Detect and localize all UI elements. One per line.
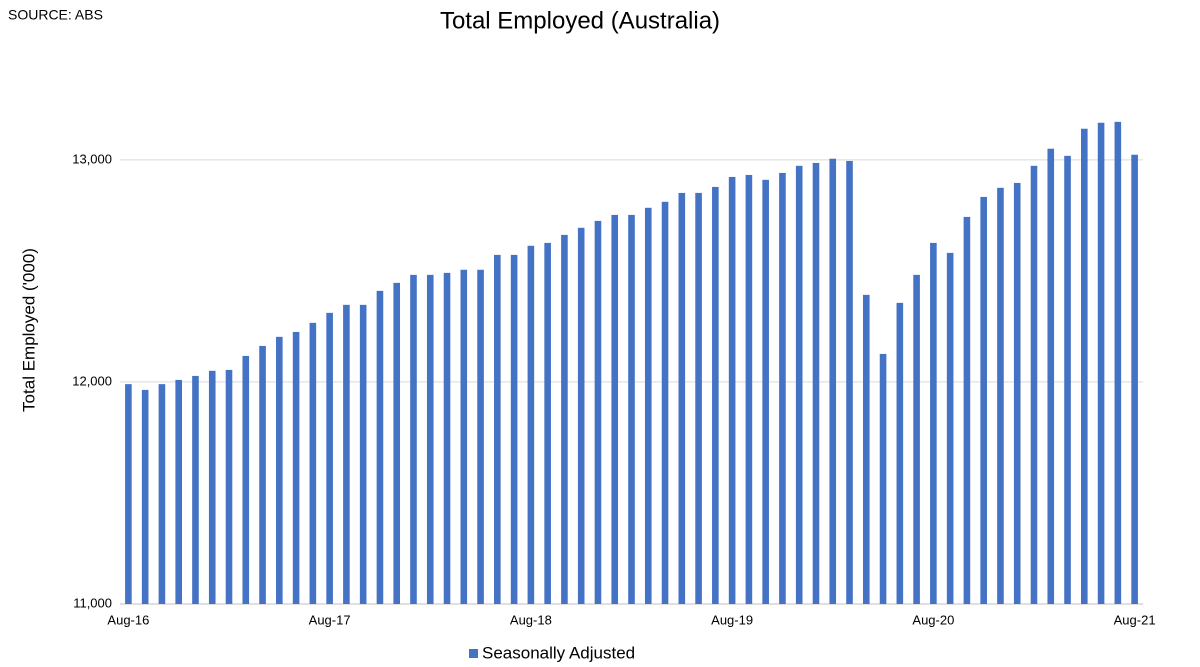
bar — [1131, 154, 1138, 605]
bar — [946, 252, 954, 605]
bar — [594, 220, 602, 604]
bar — [309, 322, 317, 604]
bar — [225, 369, 233, 604]
bar — [829, 158, 837, 605]
bar — [1081, 128, 1088, 604]
bar — [410, 274, 417, 604]
bar — [259, 345, 266, 604]
bar — [1030, 165, 1038, 604]
bar — [494, 254, 501, 604]
bar — [477, 269, 484, 604]
bar — [460, 269, 468, 604]
bar — [795, 165, 803, 604]
y-tick-label: 11,000 — [73, 595, 112, 610]
bar — [930, 242, 937, 604]
bar — [208, 370, 216, 604]
bar — [879, 353, 887, 604]
bar — [242, 355, 250, 604]
bar — [527, 245, 535, 604]
bar — [997, 187, 1004, 604]
bar — [443, 272, 451, 604]
bar — [141, 389, 149, 604]
y-tick-label: 13,000 — [72, 151, 112, 166]
bar — [1114, 121, 1122, 604]
bar — [963, 216, 971, 604]
bar — [628, 214, 635, 604]
bar — [125, 384, 132, 604]
bar — [1064, 155, 1071, 605]
bar — [393, 282, 401, 604]
bar — [510, 254, 518, 604]
bar — [292, 331, 300, 604]
bar — [762, 179, 769, 604]
bar — [276, 336, 283, 604]
legend-label: Seasonally Adjusted — [482, 643, 635, 662]
x-tick-label: Aug-16 — [107, 612, 149, 627]
x-tick-label: Aug-18 — [510, 612, 552, 627]
bar — [678, 192, 686, 604]
bar — [1097, 122, 1105, 604]
source-note: SOURCE: ABS — [8, 7, 103, 23]
bar — [611, 214, 619, 604]
bar — [343, 304, 350, 604]
bar — [175, 379, 182, 604]
bar — [661, 201, 669, 605]
y-axis-label: Total Employed ('000) — [19, 248, 38, 412]
bar — [544, 242, 551, 604]
bar — [426, 274, 434, 604]
bar — [577, 227, 585, 604]
bar — [1013, 182, 1021, 604]
bar — [1047, 148, 1055, 604]
bar — [846, 160, 853, 604]
bar — [158, 384, 166, 604]
bar — [644, 207, 652, 604]
bar — [561, 234, 568, 604]
bar — [779, 172, 786, 604]
x-tick-label: Aug-17 — [309, 612, 351, 627]
bar — [745, 174, 753, 604]
x-tick-label: Aug-19 — [711, 612, 753, 627]
legend-swatch — [469, 649, 478, 658]
bar — [812, 162, 820, 604]
x-tick-label: Aug-20 — [912, 612, 954, 627]
bar — [695, 192, 702, 604]
y-tick-label: 12,000 — [72, 373, 112, 388]
bar — [712, 186, 719, 605]
bar — [862, 294, 870, 604]
bar — [359, 304, 367, 604]
bar — [980, 196, 987, 604]
bar — [913, 274, 920, 604]
bar — [728, 176, 736, 604]
bar — [376, 290, 384, 604]
bar — [896, 302, 904, 604]
chart-title: Total Employed (Australia) — [440, 7, 720, 34]
bar — [192, 375, 199, 604]
x-tick-label: Aug-21 — [1114, 612, 1156, 627]
bar — [326, 312, 333, 604]
